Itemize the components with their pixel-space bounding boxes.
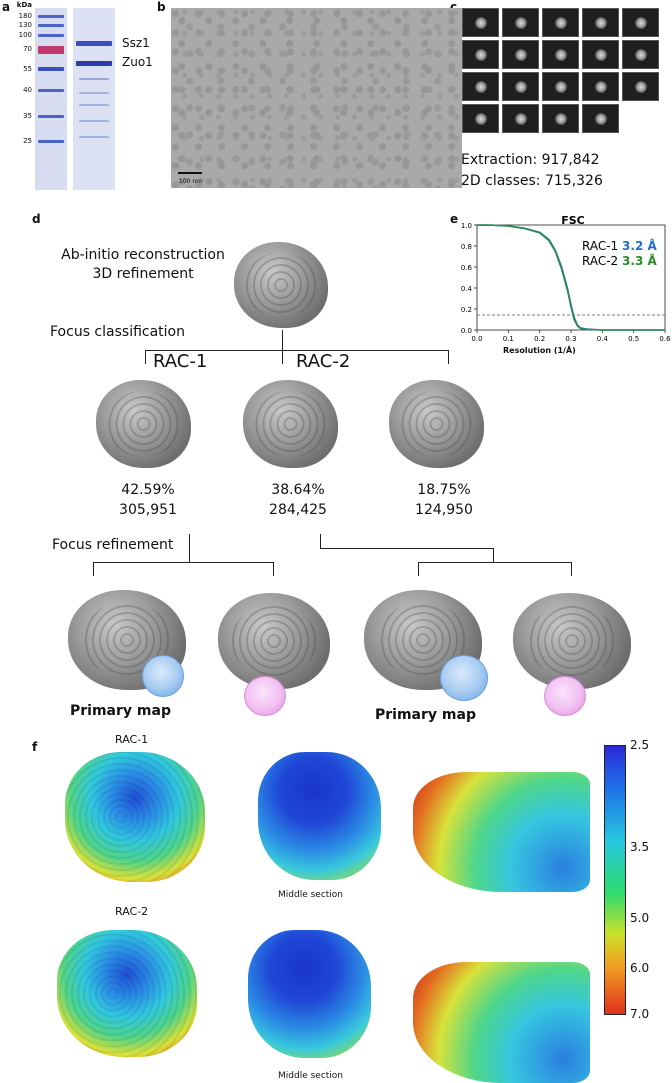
fsc-xtick-label: 0.4 <box>597 335 609 343</box>
fsc-xtick-label: 0.3 <box>565 335 576 343</box>
extraction-count: Extraction: 917,842 <box>461 152 600 168</box>
localres-section-rac2 <box>248 930 371 1058</box>
class1-count: 305,951 <box>119 502 177 518</box>
step-focus-classification: Focus classification <box>50 324 185 340</box>
fsc-legend-rac1: RAC-1 3.2 Å <box>582 238 657 253</box>
fsc-xtick-label: 0.5 <box>628 335 639 343</box>
fsc-curve-rac-2 <box>476 224 665 331</box>
fsc-ytick-label: 1.0 <box>461 222 472 230</box>
primary-map-label-1: Primary map <box>70 703 171 719</box>
refined-map-2 <box>218 593 330 689</box>
fsc-legend-rac2: RAC-2 3.3 Å <box>582 253 657 268</box>
sample-lane <box>73 8 115 190</box>
fsc-xtick-label: 0.6 <box>659 335 671 343</box>
marker-35: 35 <box>23 112 32 120</box>
classes-2d-count: 2D classes: 715,326 <box>461 173 603 189</box>
marker-180: 180 <box>18 12 32 20</box>
marker-70: 70 <box>23 45 32 53</box>
marker-25: 25 <box>23 137 32 145</box>
fsc-ytick-label: 0.0 <box>461 327 472 335</box>
class-map-3 <box>389 380 484 468</box>
class-averages-grid <box>462 8 662 133</box>
local-resolution-colorbar <box>604 745 626 1015</box>
panel-f-label: f <box>32 740 38 754</box>
panel-d-label: d <box>32 212 41 226</box>
fsc-ytick-label: 0.8 <box>461 243 472 251</box>
middle-section-label-1: Middle section <box>278 890 344 900</box>
localres-zoom-rac1 <box>413 772 590 892</box>
class3-percent: 18.75% <box>417 482 471 498</box>
scale-bar <box>178 172 202 174</box>
focus-sphere-2 <box>244 676 286 716</box>
scale-bar-label: 100 nm <box>179 178 203 185</box>
fsc-xtick-label: 0.2 <box>534 335 545 343</box>
fsc-xlabel: Resolution (1/Å) <box>503 346 576 355</box>
middle-section-label-2: Middle section <box>278 1071 344 1081</box>
class3-count: 124,950 <box>415 502 473 518</box>
localres-map-rac1 <box>65 752 205 882</box>
class2-count: 284,425 <box>269 502 327 518</box>
step-3d-refinement: 3D refinement <box>92 266 194 282</box>
step-focus-refinement: Focus refinement <box>52 537 174 553</box>
marker-130: 130 <box>18 21 32 29</box>
rac1-localres-label: RAC-1 <box>115 733 149 746</box>
marker-55: 55 <box>23 65 32 73</box>
fsc-xtick-label: 0.0 <box>471 335 482 343</box>
panel-a-label: a <box>2 0 11 14</box>
focus-sphere-1 <box>142 655 184 697</box>
step-abinitio: Ab-initio reconstruction <box>61 247 225 263</box>
panel-b-label: b <box>157 0 166 14</box>
panel-e-label: e <box>450 212 459 226</box>
localres-map-rac2 <box>57 930 197 1057</box>
panel-c-label: c <box>450 0 458 14</box>
fsc-ytick-label: 0.2 <box>461 306 472 314</box>
colorbar-tick-6-0: 6.0 <box>630 961 650 975</box>
class1-percent: 42.59% <box>121 482 175 498</box>
kda-unit: kDa <box>16 1 32 9</box>
focus-sphere-4 <box>544 676 586 716</box>
class-map-2 <box>243 380 338 468</box>
fsc-ytick-label: 0.6 <box>461 264 473 272</box>
colorbar-tick-2-5: 2.5 <box>630 738 650 752</box>
marker-40: 40 <box>23 86 32 94</box>
marker-100: 100 <box>18 31 32 39</box>
em-micrograph: 100 nm <box>171 8 462 188</box>
fsc-ytick-label: 0.4 <box>461 285 473 293</box>
rac2-label: RAC-2 <box>296 351 351 372</box>
localres-zoom-rac2 <box>413 962 590 1083</box>
band-label-zuo1: Zuo1 <box>122 55 153 69</box>
sds-gel <box>35 8 115 190</box>
fsc-title: FSC <box>561 214 585 227</box>
rac2-localres-label: RAC-2 <box>115 905 149 918</box>
marker-lane <box>35 8 67 190</box>
fsc-chart: FSC 0.0 0.2 0.4 0.6 0.8 1.0 0.0 0.1 0.2 0.3 0.4 0.5… <box>461 214 671 343</box>
consensus-map <box>234 242 328 328</box>
colorbar-tick-5-0: 5.0 <box>630 911 650 925</box>
colorbar-tick-3-5: 3.5 <box>630 840 650 854</box>
refined-map-4 <box>513 593 631 689</box>
focus-sphere-3 <box>440 655 488 701</box>
rac1-label: RAC-1 <box>153 351 208 372</box>
band-label-ssz1: Ssz1 <box>122 36 150 50</box>
class-map-1 <box>96 380 191 468</box>
class2-percent: 38.64% <box>271 482 325 498</box>
fsc-xtick-label: 0.1 <box>503 335 514 343</box>
colorbar-tick-7-0: 7.0 <box>630 1007 650 1021</box>
primary-map-label-2: Primary map <box>375 707 476 723</box>
localres-section-rac1 <box>258 752 381 880</box>
